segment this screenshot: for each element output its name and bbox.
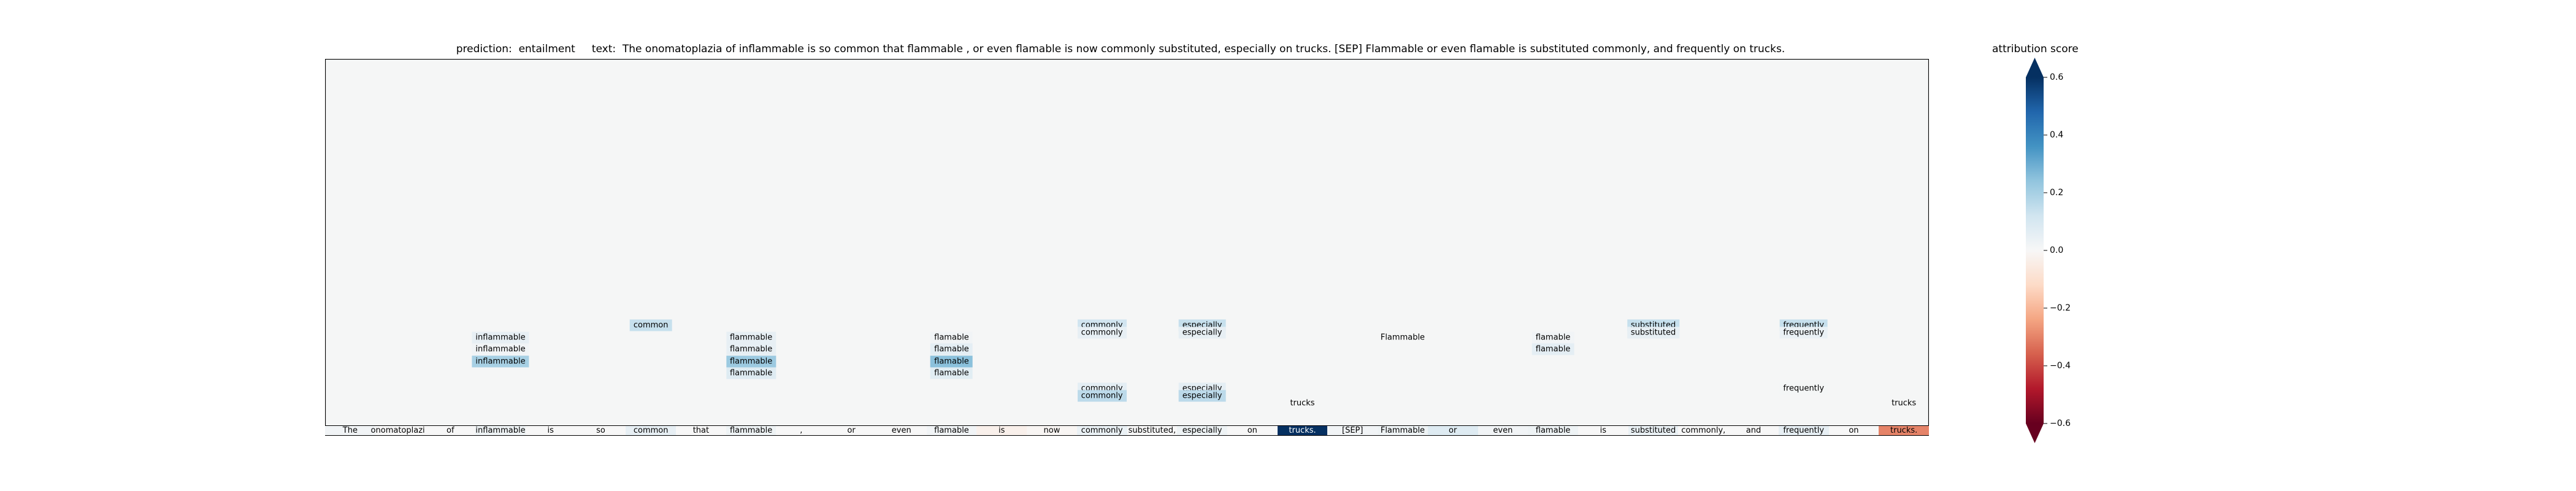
input-token: is bbox=[525, 426, 576, 435]
attribution-token: flammable bbox=[726, 343, 776, 355]
attribution-token: inflammable bbox=[472, 355, 529, 367]
input-token: Flammable bbox=[1378, 426, 1428, 435]
input-token: trucks. bbox=[1879, 426, 1929, 435]
input-token: trucks. bbox=[1277, 426, 1328, 435]
attribution-token: Flammable bbox=[1380, 333, 1425, 342]
input-token: onomatoplazia bbox=[370, 426, 430, 435]
input-token: substituted bbox=[1628, 426, 1679, 435]
input-token: common bbox=[626, 426, 677, 435]
input-token: and bbox=[1728, 426, 1779, 435]
attribution-token: flammable bbox=[726, 331, 776, 343]
attribution-token: flamable bbox=[1531, 343, 1574, 355]
colorbar-extend-max bbox=[2026, 58, 2044, 77]
colorbar-tick-label: 0.2 bbox=[2050, 188, 2064, 198]
attribution-token: trucks bbox=[1290, 398, 1315, 408]
input-token: that bbox=[676, 426, 726, 435]
chart-title: prediction: entailment text: The onomato… bbox=[456, 43, 1785, 55]
input-token: commonly, bbox=[1678, 426, 1729, 435]
colorbar-gradient bbox=[2026, 77, 2044, 423]
input-token: [SEP] bbox=[1327, 426, 1378, 435]
input-token: frequently bbox=[1778, 426, 1829, 435]
input-token: The bbox=[325, 426, 375, 435]
input-token: inflammable bbox=[475, 426, 526, 435]
input-token: even bbox=[876, 426, 927, 435]
input-token: is bbox=[976, 426, 1027, 435]
input-token: of bbox=[425, 426, 476, 435]
attribution-token: inflammable bbox=[472, 331, 529, 343]
attribution-token: flammable bbox=[726, 355, 776, 367]
plot-area: inflammable inflammable inflammable common f… bbox=[325, 59, 1929, 436]
input-token: substituted, bbox=[1127, 426, 1178, 435]
attribution-token: flamable bbox=[930, 343, 973, 355]
colorbar-label: attribution score bbox=[1992, 43, 2079, 55]
input-token: flamable bbox=[1528, 426, 1578, 435]
colorbar-extend-min bbox=[2026, 423, 2044, 443]
attribution-token: flammable bbox=[726, 367, 776, 379]
attribution-token: flamable bbox=[930, 355, 973, 367]
input-token: flamable bbox=[926, 426, 977, 435]
colorbar-tick-label: −0.6 bbox=[2050, 419, 2071, 428]
attribution-token: common bbox=[629, 319, 672, 331]
input-token-strip: The onomatoplazia of inflammable is so common t… bbox=[325, 425, 1929, 436]
input-token: on bbox=[1828, 426, 1879, 435]
attribution-token: trucks bbox=[1892, 398, 1917, 408]
attribution-token: commonly bbox=[1077, 390, 1127, 402]
input-token: even bbox=[1478, 426, 1528, 435]
input-token: on bbox=[1227, 426, 1278, 435]
attribution-token: frequently bbox=[1779, 382, 1828, 395]
input-token: so bbox=[575, 426, 626, 435]
input-token: commonly bbox=[1076, 426, 1127, 435]
colorbar bbox=[2026, 58, 2047, 443]
attribution-token: especially bbox=[1178, 327, 1226, 339]
attribution-token: substituted bbox=[1627, 327, 1680, 339]
attribution-token: inflammable bbox=[472, 343, 529, 355]
colorbar-tick-label: 0.6 bbox=[2050, 72, 2064, 82]
attribution-token: flamable bbox=[1531, 331, 1574, 343]
input-token: or bbox=[1427, 426, 1478, 435]
colorbar-tick-label: −0.4 bbox=[2050, 361, 2071, 371]
colorbar-tick-label: 0.0 bbox=[2050, 246, 2064, 255]
input-token: now bbox=[1027, 426, 1077, 435]
input-token: is bbox=[1577, 426, 1628, 435]
attribution-token: especially bbox=[1178, 390, 1226, 402]
attribution-token: flamable bbox=[930, 331, 973, 343]
input-token: flammable bbox=[726, 426, 776, 435]
input-token: especially bbox=[1177, 426, 1227, 435]
attribution-token: commonly bbox=[1077, 327, 1127, 339]
attribution-token: flamable bbox=[930, 367, 973, 379]
plot-frame bbox=[325, 59, 1929, 436]
input-token: , bbox=[776, 426, 827, 435]
colorbar-tick-label: 0.4 bbox=[2050, 130, 2064, 140]
input-token: or bbox=[826, 426, 876, 435]
attribution-token: frequently bbox=[1779, 327, 1828, 339]
colorbar-tick-label: −0.2 bbox=[2050, 303, 2071, 313]
